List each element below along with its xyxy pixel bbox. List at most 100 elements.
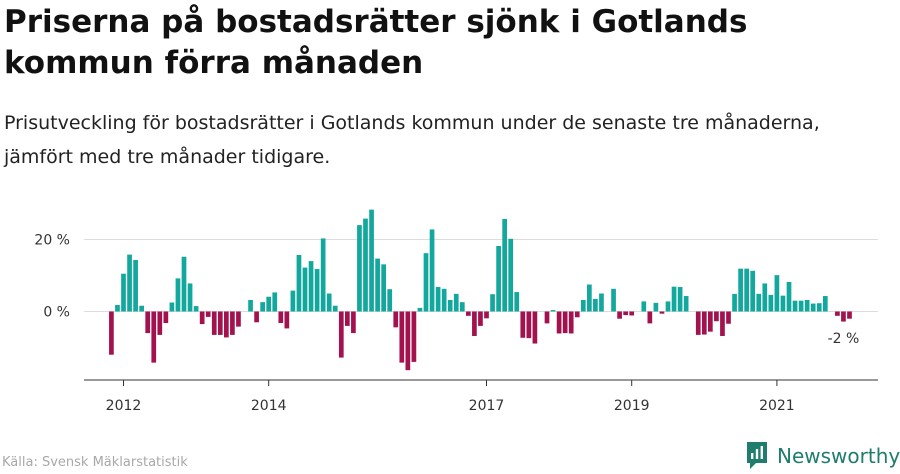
bar-2011-12 xyxy=(115,305,120,312)
bar-2020-12 xyxy=(768,294,774,312)
bar-2018-07 xyxy=(593,298,598,312)
bar-2020-09 xyxy=(750,270,756,312)
bar-2020-01 xyxy=(701,311,707,335)
bar-2018-12 xyxy=(623,311,628,316)
bar-2019-05 xyxy=(653,302,659,312)
bar-2015-11 xyxy=(399,311,405,363)
bar-2017-02 xyxy=(490,294,495,312)
bar-2015-03 xyxy=(351,311,356,334)
bar-2015-06 xyxy=(369,209,374,312)
bar-2020-05 xyxy=(726,311,731,324)
bar-2013-04 xyxy=(211,311,217,335)
bar-2020-07 xyxy=(738,268,743,312)
bar-2013-03 xyxy=(205,311,211,317)
bar-2016-03 xyxy=(423,253,429,312)
bar-2014-06 xyxy=(296,254,302,312)
bar-2014-01 xyxy=(266,296,272,312)
bar-2015-02 xyxy=(345,311,350,326)
bar-2016-08 xyxy=(453,293,459,312)
bar-2017-12 xyxy=(550,310,556,312)
bar-2021-05 xyxy=(798,300,804,312)
bar-2018-02 xyxy=(562,311,568,334)
bar-2021-08 xyxy=(816,303,822,312)
bar-2014-03 xyxy=(278,311,284,324)
bar-2015-08 xyxy=(381,264,386,312)
bar-2013-06 xyxy=(224,311,229,338)
bar-2016-12 xyxy=(478,311,483,326)
chart-subtitle: Prisutveckling för bostadsrätter i Gotla… xyxy=(4,112,820,168)
bar-2021-04 xyxy=(792,300,798,312)
bar-2015-07 xyxy=(375,258,380,312)
bar-2019-06 xyxy=(659,311,665,314)
bar-2018-06 xyxy=(587,284,592,312)
bar-2013-10 xyxy=(248,299,253,312)
bar-2016-07 xyxy=(447,299,453,312)
bar-2014-08 xyxy=(308,261,314,312)
bar-2019-10 xyxy=(683,296,689,312)
bar-2012-10 xyxy=(175,278,181,312)
bar-2012-04 xyxy=(139,305,144,312)
bar-2012-11 xyxy=(181,256,187,312)
x-tick-label: 2017 xyxy=(469,398,505,414)
bar-2019-12 xyxy=(695,311,701,335)
bar-2018-04 xyxy=(574,311,580,318)
bar-2017-09 xyxy=(532,311,538,344)
x-tick-label: 2012 xyxy=(106,398,142,414)
bar-2018-01 xyxy=(556,311,562,334)
brand-logo[interactable]: Newsworthy xyxy=(745,441,900,471)
bar-2019-07 xyxy=(665,301,671,312)
bar-2018-05 xyxy=(580,299,586,312)
bar-2021-12 xyxy=(841,311,846,322)
y-tick-label: 20 % xyxy=(34,233,70,249)
bar-2012-03 xyxy=(133,260,138,312)
newsworthy-logo-icon xyxy=(747,442,767,469)
bar-2015-05 xyxy=(363,218,368,312)
bar-2012-12 xyxy=(187,283,193,312)
y-tick-label: 0 % xyxy=(43,305,70,321)
bar-2020-03 xyxy=(714,311,719,322)
last-value-annotation: -2 % xyxy=(828,331,860,347)
bar-2017-08 xyxy=(526,311,532,339)
bar-2017-03 xyxy=(496,245,501,312)
bar-2020-10 xyxy=(756,293,762,312)
bar-2019-08 xyxy=(671,286,677,312)
bar-2012-01 xyxy=(121,273,126,312)
bar-2016-04 xyxy=(429,229,435,312)
bar-2020-06 xyxy=(732,293,737,312)
bar-2020-04 xyxy=(720,311,725,336)
x-tick-label: 2021 xyxy=(759,398,795,414)
bar-2014-10 xyxy=(320,238,326,312)
bar-2017-04 xyxy=(502,218,507,312)
bar-2016-09 xyxy=(459,302,465,312)
bar-2013-02 xyxy=(199,311,205,325)
bars xyxy=(109,209,852,371)
bar-2020-08 xyxy=(744,268,749,312)
x-tick-label: 2014 xyxy=(251,398,287,414)
bar-2015-12 xyxy=(405,311,411,371)
bar-2018-03 xyxy=(568,311,574,334)
chart-title: Priserna på bostadsrätter sjönk i Gotlan… xyxy=(4,4,748,81)
bar-2017-01 xyxy=(484,311,489,319)
bar-2018-10 xyxy=(611,288,616,312)
bar-2012-06 xyxy=(151,311,157,363)
brand-name: Newsworthy xyxy=(777,444,900,468)
bar-2017-06 xyxy=(514,292,520,312)
bar-2021-01 xyxy=(774,275,780,312)
bar-2016-01 xyxy=(411,311,417,362)
bar-2014-12 xyxy=(332,305,338,312)
bar-2013-01 xyxy=(193,306,199,312)
bar-2012-08 xyxy=(163,311,169,324)
bar-2020-11 xyxy=(762,283,768,312)
bar-2012-02 xyxy=(127,254,132,312)
bar-2016-10 xyxy=(466,311,471,316)
bar-2014-09 xyxy=(314,269,320,312)
bar-2016-05 xyxy=(435,287,441,312)
bar-2015-04 xyxy=(357,225,362,312)
bar-2021-02 xyxy=(780,295,786,312)
bar-2019-04 xyxy=(647,311,653,324)
bar-2013-11 xyxy=(254,311,259,323)
bar-2013-12 xyxy=(260,302,265,312)
bar-2018-08 xyxy=(599,293,604,312)
bar-2020-02 xyxy=(708,311,713,332)
